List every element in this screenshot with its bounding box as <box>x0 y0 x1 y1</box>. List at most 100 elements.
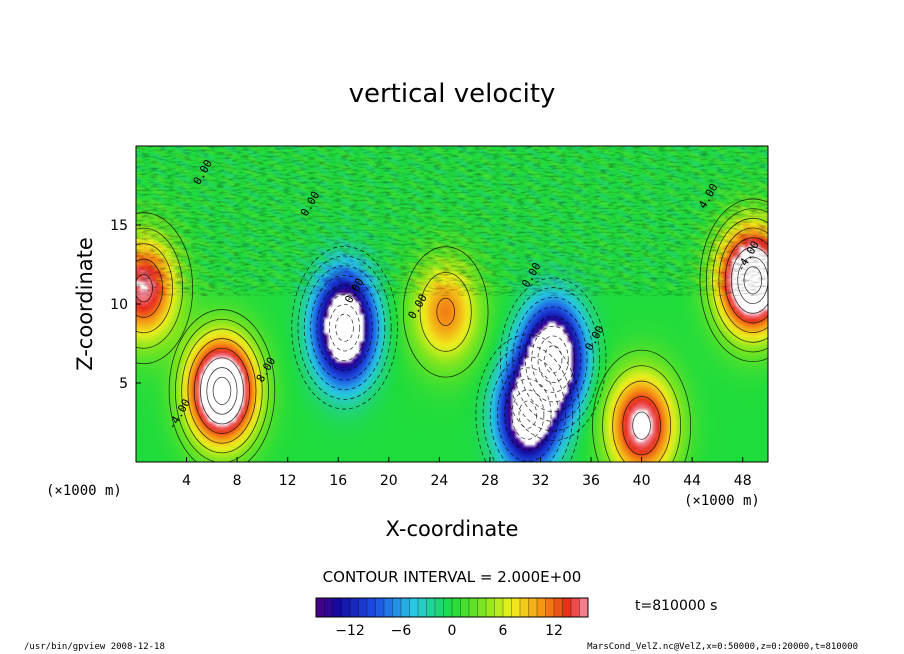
colorbar-segment <box>383 597 393 618</box>
contour-line <box>622 396 661 456</box>
y-axis-label: Z-coordinate <box>73 237 97 371</box>
colorbar-segment <box>502 597 512 618</box>
footer-right: MarsCond_VelZ.nc@VelZ,x=0:50000,z=0:2000… <box>587 642 858 652</box>
x-tick-label: 40 <box>633 473 651 489</box>
colorbar-segment <box>366 597 376 618</box>
colorbar-tick-label: −12 <box>335 623 365 639</box>
contour-line <box>518 400 538 429</box>
contour-interval-text: CONTOUR INTERVAL = 2.000E+00 <box>323 568 582 586</box>
y-tick-label: 5 <box>119 376 128 392</box>
x-tick-label: 20 <box>380 473 398 489</box>
x-tick-label: 16 <box>329 473 347 489</box>
chart-title: vertical velocity <box>349 79 556 109</box>
plot-area: 0.000.000.000.000.000.004.00-4.00-4.008.… <box>110 145 769 489</box>
colorbar-segment <box>426 597 436 618</box>
colorbar-segment <box>536 597 546 618</box>
footer-left: /usr/bin/gpview 2008-12-18 <box>24 642 165 652</box>
colorbar-frame <box>315 597 589 618</box>
colorbar-tick-label: 0 <box>448 623 457 639</box>
contour-line <box>537 335 569 384</box>
colorbar-segment <box>494 597 504 618</box>
contour-line <box>543 345 563 374</box>
colorbar-segment <box>545 597 555 618</box>
x-tick-label: 12 <box>279 473 297 489</box>
contour-line <box>303 265 386 391</box>
contour-line <box>187 338 257 444</box>
colorbar-segment <box>349 597 359 618</box>
colorbar-segment <box>519 597 529 618</box>
contour-line <box>497 367 559 462</box>
colorbar-segment <box>528 597 538 618</box>
x-axis: 4 8 12 16 20 24 28 32 36 40 44 48 <box>182 457 752 489</box>
colorbar-segment <box>451 597 461 618</box>
colorbar-segment <box>579 597 589 618</box>
contour-line <box>592 349 692 462</box>
contour-line <box>200 357 244 425</box>
time-label: t=810000 s <box>635 598 717 614</box>
contour-line <box>482 345 574 462</box>
contour-line <box>316 284 373 371</box>
contour-line <box>499 277 607 442</box>
colorbar-tick-label: 6 <box>499 623 508 639</box>
contour-line <box>168 309 276 462</box>
contour-line <box>512 296 594 422</box>
contour-line <box>174 318 269 462</box>
contour-line <box>511 389 545 440</box>
colorbar-segment <box>562 597 572 618</box>
contour-line <box>206 367 238 415</box>
y-unit-label: (×1000 m) <box>684 493 760 509</box>
colorbar-tick-label: −6 <box>391 623 412 639</box>
contour-line <box>436 297 455 326</box>
contour-line <box>612 380 671 462</box>
colorbar-segment <box>358 597 368 618</box>
x-tick-label: 8 <box>233 473 242 489</box>
colorbar-segment <box>477 597 487 618</box>
y-tick-label: 15 <box>110 218 128 234</box>
colorbar-tick-label: 12 <box>545 623 563 639</box>
x-tick-label: 4 <box>182 473 191 489</box>
colorbar-segment <box>443 597 453 618</box>
colorbar <box>315 597 589 618</box>
colorbar-segment <box>468 597 478 618</box>
x-tick-label: 32 <box>532 473 550 489</box>
colorbar-ticks: −12 −6 0 6 12 <box>335 623 563 639</box>
y-tick-label: 10 <box>110 297 128 313</box>
contour-line <box>632 411 651 440</box>
colorbar-segment <box>417 597 427 618</box>
x-tick-label: 44 <box>683 473 701 489</box>
x-axis-label: X-coordinate <box>386 517 519 541</box>
upper-noise-band <box>136 146 768 296</box>
colorbar-segment <box>460 597 470 618</box>
y-axis: 5 10 15 <box>110 218 141 392</box>
contour-line <box>518 306 588 413</box>
colorbar-segment <box>315 597 325 618</box>
contour-line <box>329 303 361 352</box>
contour-line <box>193 347 251 434</box>
colorbar-segment <box>375 597 385 618</box>
contour-line <box>291 245 398 410</box>
x-tick-label: 28 <box>481 473 499 489</box>
colorbar-segment <box>400 597 410 618</box>
contour-line <box>181 328 263 454</box>
contour-line <box>531 325 575 393</box>
x-tick-label: 36 <box>582 473 600 489</box>
contour-line <box>504 378 552 451</box>
x-tick-label: 48 <box>734 473 752 489</box>
colorbar-segment <box>392 597 402 618</box>
contour-line <box>475 334 581 462</box>
colorbar-segment <box>324 597 334 618</box>
contour-line <box>602 365 682 462</box>
colorbar-segment <box>341 597 351 618</box>
contour-line <box>489 356 566 462</box>
colorbar-segment <box>570 597 580 618</box>
colorbar-segment <box>409 597 419 618</box>
colorbar-segment <box>332 597 342 618</box>
contour-line <box>335 313 354 342</box>
colorbar-segment <box>553 597 563 618</box>
colorbar-segment <box>511 597 521 618</box>
colorbar-segment <box>434 597 444 618</box>
x-tick-label: 24 <box>430 473 448 489</box>
contour-line <box>524 316 582 403</box>
colorbar-segment <box>485 597 495 618</box>
